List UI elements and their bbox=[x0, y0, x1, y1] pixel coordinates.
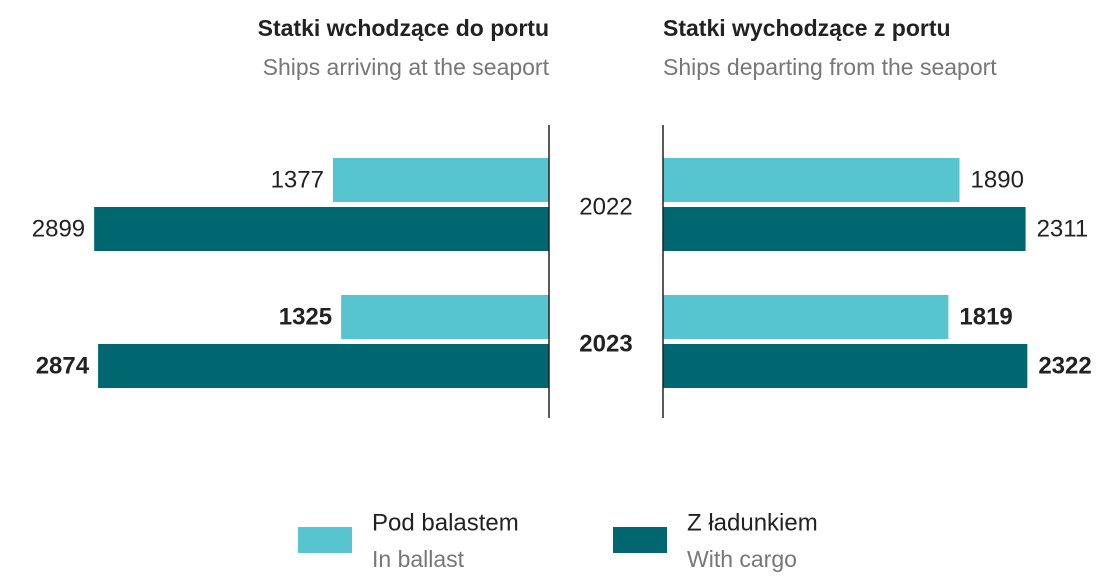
panel-subtitle: Ships arriving at the seaport bbox=[263, 54, 550, 80]
bar bbox=[663, 158, 960, 202]
value-label: 2874 bbox=[36, 352, 90, 379]
category-label: 2023 bbox=[579, 330, 632, 357]
value-label: 2322 bbox=[1038, 352, 1091, 379]
panel-title: Statki wchodzące do portu bbox=[258, 15, 549, 41]
legend-translation: With cargo bbox=[687, 546, 797, 572]
legend-swatch bbox=[298, 527, 352, 553]
value-label: 1377 bbox=[271, 166, 324, 193]
value-label: 2899 bbox=[32, 215, 85, 242]
bar bbox=[341, 295, 549, 339]
bar bbox=[663, 344, 1028, 388]
bar bbox=[663, 207, 1026, 251]
panel-subtitle: Ships departing from the seaport bbox=[663, 54, 997, 80]
legend-translation: In ballast bbox=[372, 546, 465, 572]
legend-label: Pod balastem bbox=[372, 509, 519, 536]
value-label: 2311 bbox=[1037, 215, 1089, 242]
legend-label: Z ładunkiem bbox=[687, 509, 818, 536]
value-label: 1325 bbox=[279, 303, 332, 330]
value-label: 1890 bbox=[971, 166, 1024, 193]
bar bbox=[98, 344, 549, 388]
bar bbox=[663, 295, 949, 339]
panel-title: Statki wychodzące z portu bbox=[663, 15, 951, 41]
bar bbox=[332, 158, 549, 202]
value-label: 1819 bbox=[959, 303, 1012, 330]
category-label: 2022 bbox=[579, 193, 632, 220]
legend-swatch bbox=[613, 527, 667, 553]
bar bbox=[94, 207, 550, 251]
